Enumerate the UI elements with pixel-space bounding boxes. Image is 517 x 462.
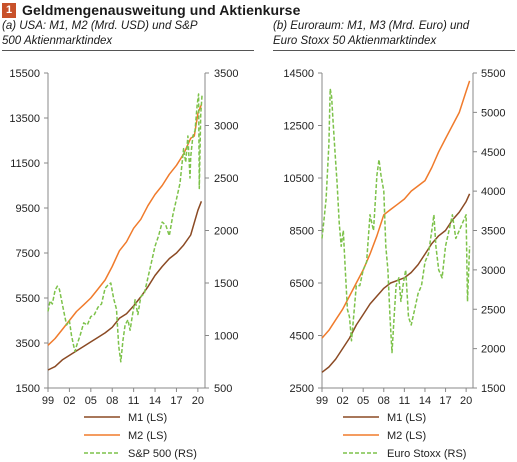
right-y-tick-label: 4000 [481, 186, 505, 198]
left-y-tick-label: 5500 [16, 293, 40, 305]
right-y-tick-label: 5000 [481, 107, 505, 119]
right-y-tick-label: 1500 [481, 383, 505, 395]
x-tick-label: 08 [378, 395, 390, 407]
x-tick-label: 02 [336, 395, 348, 407]
legend-label: M1 (LS) [128, 412, 167, 424]
left-y-tick-label: 11500 [10, 158, 40, 170]
series-line-3 [321, 88, 471, 354]
series-line-2 [321, 80, 471, 339]
x-tick-label: 17 [170, 395, 182, 407]
x-tick-label: 14 [419, 395, 431, 407]
left-y-tick-label: 12500 [283, 121, 314, 133]
x-tick-label: 99 [316, 395, 328, 407]
right-y-tick-label: 1000 [214, 331, 238, 343]
legend-label: S&P 500 (RS) [128, 448, 197, 460]
legend-label: M1 (LS) [387, 412, 426, 424]
x-tick-label: 05 [357, 395, 369, 407]
left-y-tick-label: 15500 [9, 68, 40, 80]
series-line-3 [47, 93, 203, 363]
x-tick-label: 17 [439, 395, 451, 407]
panel-b-title: (b) Euroraum: M1, M3 (Mrd. Euro) und Eur… [273, 20, 470, 47]
right-y-tick-label: 3500 [481, 226, 505, 238]
figure-title-row: 1 Geldmengenausweitung und Aktienkurse [2, 1, 300, 19]
figure-title: Geldmengenausweitung und Aktienkurse [22, 2, 301, 18]
right-y-tick-label: 1500 [214, 278, 238, 290]
left-y-tick-label: 4500 [290, 331, 314, 343]
right-y-tick-label: 2000 [214, 226, 238, 238]
left-y-tick-label: 8500 [290, 226, 314, 238]
figure-number-badge: 1 [2, 2, 16, 18]
euro-money-stock-chart: 2500 4500 6500 8500 10500 12500 14500 1500 2000 2… [283, 68, 505, 460]
right-y-tick-label: 2500 [481, 304, 505, 316]
series-line-1 [47, 201, 203, 371]
right-y-tick-label: 3000 [481, 265, 505, 277]
x-tick-label: 20 [192, 395, 204, 407]
left-y-tick-label: 14500 [283, 68, 314, 80]
x-tick-label: 99 [42, 395, 54, 407]
right-y-tick-label: 500 [214, 383, 232, 395]
x-tick-label: 20 [460, 395, 472, 407]
legend-label: Euro Stoxx (RS) [387, 448, 466, 460]
left-y-tick-label: 9500 [16, 203, 40, 215]
series-line-1 [321, 193, 471, 373]
panel-a-title: (a) USA: M1, M2 (Mrd. USD) und S&P 500 A… [2, 20, 198, 47]
right-y-tick-label: 2500 [214, 173, 238, 185]
panel-b-divider [273, 50, 515, 51]
right-y-tick-label: 5500 [481, 68, 505, 80]
right-y-tick-label: 3000 [214, 121, 238, 133]
panel-a-divider [2, 50, 254, 51]
x-tick-label: 08 [106, 395, 118, 407]
legend-label: M2 (LS) [128, 430, 167, 442]
x-tick-label: 11 [399, 395, 410, 407]
x-tick-label: 11 [128, 395, 139, 407]
right-y-tick-label: 4500 [481, 147, 505, 159]
legend-label: M2 (LS) [387, 430, 426, 442]
x-tick-label: 14 [149, 395, 161, 407]
x-tick-label: 05 [85, 395, 97, 407]
right-y-tick-label: 2000 [481, 344, 505, 356]
usa-money-stock-chart: 1500 3500 5500 7500 9500 11500 13500 15500 500 10… [9, 68, 238, 460]
left-y-tick-label: 13500 [9, 113, 40, 125]
left-y-tick-label: 3500 [16, 338, 40, 350]
x-tick-label: 02 [63, 395, 75, 407]
left-y-tick-label: 2500 [290, 383, 314, 395]
left-y-tick-label: 6500 [290, 278, 314, 290]
series-line-2 [47, 104, 203, 346]
right-y-tick-label: 3500 [214, 68, 238, 80]
left-y-tick-label: 10500 [283, 173, 314, 185]
left-y-tick-label: 7500 [16, 248, 40, 260]
left-y-tick-label: 1500 [16, 383, 40, 395]
